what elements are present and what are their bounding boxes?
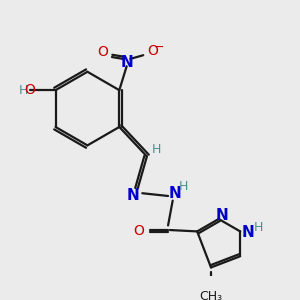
Text: O: O <box>133 224 144 238</box>
Text: H: H <box>152 142 161 156</box>
Text: H: H <box>179 180 188 193</box>
Text: H: H <box>19 84 28 97</box>
Text: O: O <box>97 45 108 59</box>
Text: CH₃: CH₃ <box>200 290 223 300</box>
Text: N: N <box>169 186 182 201</box>
Text: H: H <box>254 221 263 234</box>
Text: O: O <box>24 83 35 97</box>
Text: N: N <box>216 208 229 223</box>
Text: −: − <box>154 40 164 53</box>
Text: N: N <box>127 188 140 203</box>
Text: N: N <box>241 225 254 240</box>
Text: N: N <box>120 55 133 70</box>
Text: O: O <box>147 44 158 58</box>
